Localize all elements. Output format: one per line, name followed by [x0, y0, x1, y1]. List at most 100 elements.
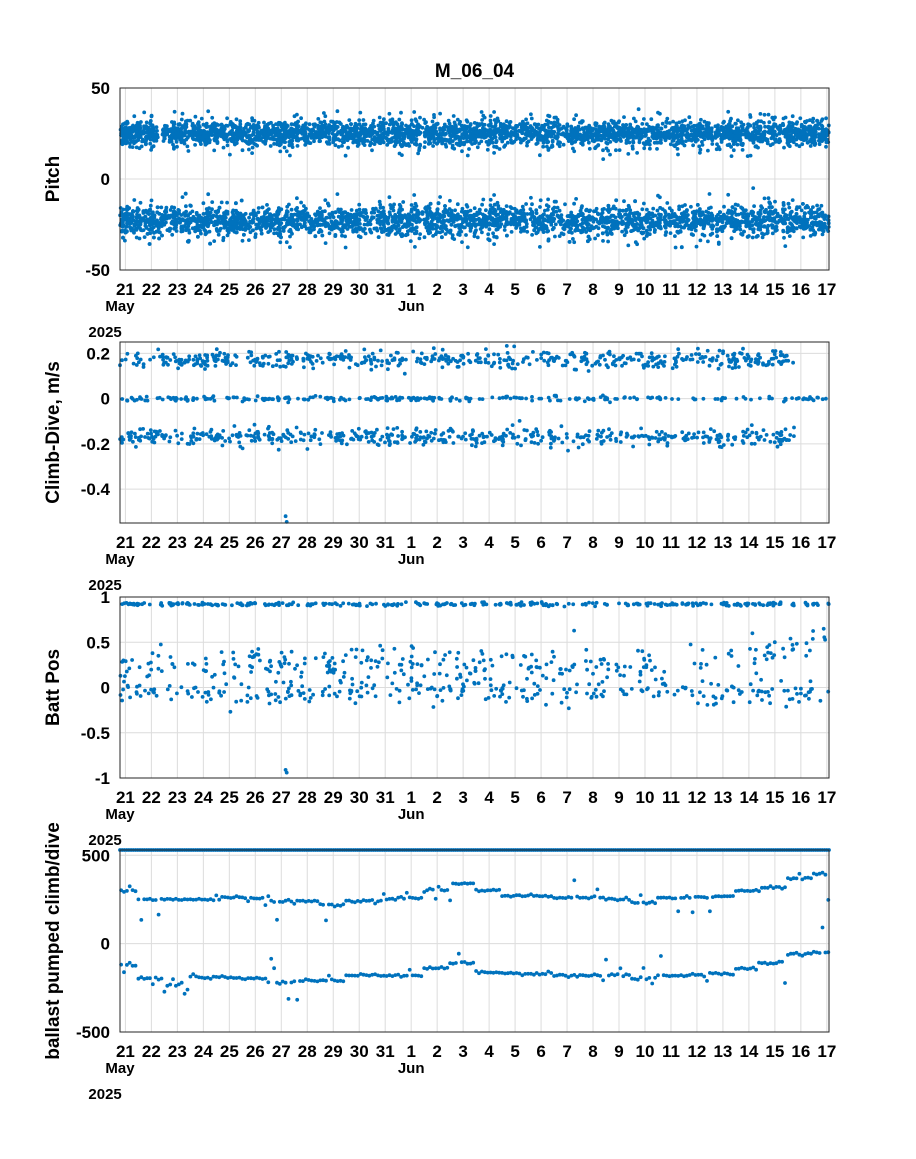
data-point-climb [384, 121, 388, 126]
data-point-climb [546, 148, 551, 152]
data-point-climb [601, 157, 606, 162]
data-point-climb [811, 139, 816, 144]
data-point-dive [620, 229, 624, 234]
data-point-climb [616, 137, 620, 142]
data-point-climb [486, 142, 491, 147]
data-point-climb [728, 119, 732, 123]
data-point-climb [585, 137, 590, 142]
data-point-climb [667, 121, 672, 125]
data-point-climb [553, 134, 558, 139]
data-point-climb [480, 118, 484, 122]
data-point-climb [358, 127, 363, 131]
data-point-climb [766, 112, 771, 117]
data-point-climb [179, 117, 184, 122]
data-point-climb [137, 146, 142, 151]
data-point-climb [614, 148, 618, 153]
data-point-climb [404, 143, 409, 148]
data-point-climb [286, 131, 290, 135]
data-point-climb [132, 134, 137, 139]
data-point-climb [318, 139, 322, 144]
data-point-climb [775, 139, 780, 144]
data-point-climb [702, 130, 707, 135]
data-point-climb [816, 122, 820, 127]
data-point-dive [819, 203, 824, 208]
data-point-climb [196, 129, 200, 134]
data-point-climb [539, 126, 543, 130]
data-point-climb [678, 140, 683, 144]
data-point-climb [250, 133, 255, 138]
data-point-climb [295, 131, 299, 136]
data-point-climb [517, 128, 522, 133]
data-point-climb [631, 135, 636, 140]
data-point-dive [343, 245, 348, 250]
data-point-climb [231, 138, 236, 143]
data-point-dive [668, 231, 673, 236]
data-point-climb [423, 140, 427, 145]
data-point-climb [815, 118, 819, 123]
data-point-climb [606, 122, 611, 126]
data-point-climb [541, 137, 545, 142]
data-point-climb [763, 124, 767, 129]
data-point-climb [357, 118, 362, 122]
data-point-climb [767, 120, 772, 125]
data-point-climb [501, 124, 506, 129]
data-point-climb [819, 119, 824, 123]
data-point-climb [608, 140, 613, 144]
data-point-climb [805, 119, 809, 123]
data-point-climb [450, 143, 455, 148]
data-points [118, 107, 831, 250]
data-point-climb [420, 125, 425, 130]
data-point-climb [711, 136, 716, 140]
data-point-climb [174, 137, 178, 141]
data-point-climb [468, 123, 473, 127]
data-point-dive [816, 207, 820, 212]
data-point-climb [596, 132, 600, 137]
data-point-climb [451, 114, 456, 118]
data-point-climb [770, 135, 775, 140]
data-point-climb [687, 115, 692, 120]
data-point-climb [467, 147, 471, 151]
data-point-climb [799, 131, 804, 136]
data-point-climb [399, 110, 403, 115]
data-point-climb [680, 132, 685, 137]
data-point-climb [320, 123, 325, 128]
data-point-climb [804, 132, 809, 136]
data-point-climb [343, 153, 348, 158]
data-point-climb [354, 140, 359, 145]
data-point-climb [438, 126, 442, 131]
data-point-climb [673, 136, 678, 140]
data-point-climb [336, 145, 341, 149]
data-point-climb [663, 124, 668, 129]
data-point-climb [250, 116, 255, 121]
data-point-climb [618, 126, 622, 130]
data-point-dive [752, 204, 756, 209]
data-point-climb [277, 138, 282, 142]
data-point-climb [769, 125, 773, 130]
data-point-climb [362, 134, 367, 139]
data-point-climb [546, 132, 551, 137]
data-point-climb [448, 141, 452, 145]
data-point-climb [729, 154, 734, 159]
data-point-climb [355, 133, 360, 138]
data-point-climb [180, 138, 185, 143]
data-point-climb [277, 143, 282, 148]
data-point-dive [486, 232, 491, 237]
data-point-climb [272, 142, 276, 146]
data-point-climb [495, 116, 500, 121]
data-point-climb [481, 113, 486, 118]
data-point-climb [697, 133, 702, 138]
data-point-climb [385, 143, 390, 147]
data-point-climb [730, 124, 734, 129]
data-point-climb [497, 147, 502, 151]
data-point-dive [438, 195, 442, 199]
data-point-climb [341, 135, 346, 140]
data-point-climb [372, 124, 377, 129]
data-point-climb [410, 122, 414, 127]
data-point-climb [172, 109, 177, 114]
data-point-climb [289, 122, 294, 127]
data-point-climb [258, 137, 262, 142]
data-point-climb [179, 126, 184, 131]
data-point-climb [224, 123, 229, 128]
data-point-climb [653, 127, 658, 131]
data-point-climb [566, 136, 571, 141]
